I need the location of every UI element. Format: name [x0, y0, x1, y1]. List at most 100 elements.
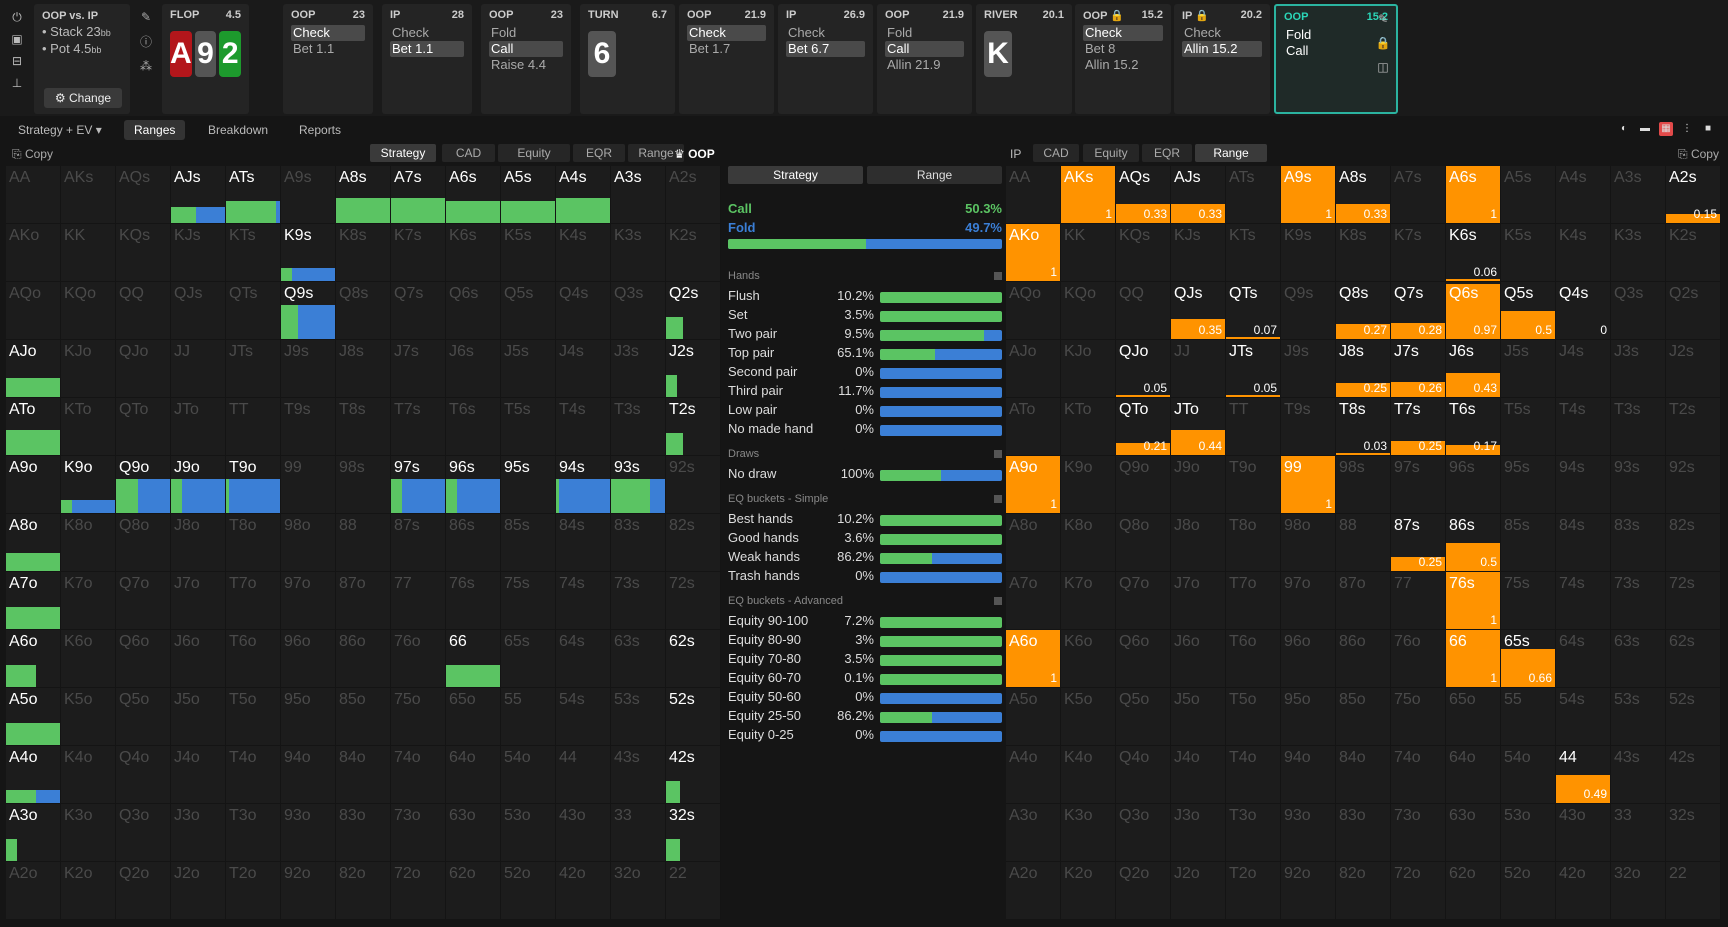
hand-cell-J9s[interactable]: J9s [281, 340, 336, 398]
ip-hand-cell-J9o[interactable]: J9o [1171, 456, 1226, 514]
hand-cell-42s[interactable]: 42s [666, 746, 721, 804]
power-icon[interactable]: ⏻ [12, 10, 22, 24]
ip-hand-cell-AA[interactable]: AA [1006, 166, 1061, 224]
copy-left[interactable]: ⎘ Copy [12, 147, 53, 161]
hand-cell-J4s[interactable]: J4s [556, 340, 611, 398]
ip-hand-cell-ATs[interactable]: ATs [1226, 166, 1281, 224]
info-icon[interactable]: ⓘ [139, 35, 152, 49]
hand-cell-94s[interactable]: 94s [556, 456, 611, 514]
hand-cell-K8s[interactable]: K8s [336, 224, 391, 282]
ip-hand-cell-43o[interactable]: 43o [1556, 804, 1611, 862]
ip-hand-cell-64s[interactable]: 64s [1556, 630, 1611, 688]
collapse-toggle[interactable] [994, 597, 1002, 605]
hand-cell-Q8o[interactable]: Q8o [116, 514, 171, 572]
hand-cell-93s[interactable]: 93s [611, 456, 666, 514]
pencil-icon[interactable]: ✎ [140, 10, 152, 24]
align-icon[interactable]: ⊥ [11, 76, 23, 90]
ip-hand-cell-54o[interactable]: 54o [1501, 746, 1556, 804]
action-check[interactable]: Check [291, 25, 365, 41]
ip-hand-cell-A2o[interactable]: A2o [1006, 862, 1061, 920]
change-button[interactable]: ⚙ Change [44, 88, 122, 108]
hand-cell-J5o[interactable]: J5o [171, 688, 226, 746]
hand-cell-92s[interactable]: 92s [666, 456, 721, 514]
ip-hand-cell-32s[interactable]: 32s [1666, 804, 1721, 862]
hand-cell-A2s[interactable]: A2s [666, 166, 721, 224]
hand-cell-73s[interactable]: 73s [611, 572, 666, 630]
hand-cell-J6o[interactable]: J6o [171, 630, 226, 688]
hand-cell-A9s[interactable]: A9s [281, 166, 336, 224]
right-tab-cad[interactable]: CAD [1033, 144, 1079, 162]
hand-cell-44[interactable]: 44 [556, 746, 611, 804]
hand-cell-A4s[interactable]: A4s [556, 166, 611, 224]
hand-cell-87s[interactable]: 87s [391, 514, 446, 572]
hand-cell-32o[interactable]: 32o [611, 862, 666, 920]
ip-hand-cell-QTs[interactable]: QTs 0.07 [1226, 282, 1281, 340]
hand-cell-T7s[interactable]: T7s [391, 398, 446, 456]
gamepad-icon[interactable]: ⊟ [11, 54, 23, 68]
hand-cell-J2o[interactable]: J2o [171, 862, 226, 920]
save-icon[interactable]: ▣ [11, 32, 23, 46]
action-fold[interactable]: Fold [887, 25, 913, 40]
hand-cell-54o[interactable]: 54o [501, 746, 556, 804]
ip-hand-cell-75o[interactable]: 75o [1391, 688, 1446, 746]
hand-cell-86s[interactable]: 86s [446, 514, 501, 572]
action-fold[interactable]: Fold [1286, 27, 1312, 42]
hand-cell-A8o[interactable]: A8o [6, 514, 61, 572]
hand-cell-T4o[interactable]: T4o [226, 746, 281, 804]
hand-cell-A5o[interactable]: A5o [6, 688, 61, 746]
ip-hand-cell-J2s[interactable]: J2s [1666, 340, 1721, 398]
collapse-toggle[interactable] [994, 495, 1002, 503]
ip-hand-cell-T9o[interactable]: T9o [1226, 456, 1281, 514]
hand-cell-J3o[interactable]: J3o [171, 804, 226, 862]
mode-select[interactable]: Strategy + EV ▾ [18, 123, 102, 137]
hand-cell-53o[interactable]: 53o [501, 804, 556, 862]
hand-cell-AKs[interactable]: AKs [61, 166, 116, 224]
hand-cell-JTo[interactable]: JTo [171, 398, 226, 456]
ip-hand-cell-43s[interactable]: 43s [1611, 746, 1666, 804]
ip-hand-cell-76o[interactable]: 76o [1391, 630, 1446, 688]
hand-cell-J6s[interactable]: J6s [446, 340, 501, 398]
hand-cell-A6o[interactable]: A6o [6, 630, 61, 688]
hand-cell-73o[interactable]: 73o [391, 804, 446, 862]
ip-hand-cell-A9s[interactable]: A9s 1 [1281, 166, 1336, 224]
node-oop-9[interactable]: OOP 🔒 15.2 Check Bet 8 Allin 15.2 [1075, 4, 1171, 114]
node-ip-6[interactable]: IP 26.9 Check Bet 6.7 [778, 4, 873, 114]
ip-hand-cell-ATo[interactable]: ATo [1006, 398, 1061, 456]
action-bet-1-7[interactable]: Bet 1.7 [689, 41, 731, 56]
ip-hand-cell-84o[interactable]: 84o [1336, 746, 1391, 804]
hand-cell-88[interactable]: 88 [336, 514, 391, 572]
hand-cell-63s[interactable]: 63s [611, 630, 666, 688]
ip-hand-cell-T5o[interactable]: T5o [1226, 688, 1281, 746]
ip-hand-cell-92o[interactable]: 92o [1281, 862, 1336, 920]
ip-hand-cell-T9s[interactable]: T9s [1281, 398, 1336, 456]
ip-hand-cell-J2o[interactable]: J2o [1171, 862, 1226, 920]
hand-cell-A7o[interactable]: A7o [6, 572, 61, 630]
hand-cell-Q5o[interactable]: Q5o [116, 688, 171, 746]
ip-hand-cell-T2o[interactable]: T2o [1226, 862, 1281, 920]
ip-hand-cell-KJs[interactable]: KJs [1171, 224, 1226, 282]
hand-cell-K3s[interactable]: K3s [611, 224, 666, 282]
ip-hand-cell-Q9s[interactable]: Q9s [1281, 282, 1336, 340]
hand-cell-A7s[interactable]: A7s [391, 166, 446, 224]
ip-hand-cell-52o[interactable]: 52o [1501, 862, 1556, 920]
action-check[interactable]: Check [687, 25, 766, 41]
ip-hand-cell-AQo[interactable]: AQo [1006, 282, 1061, 340]
hand-cell-85s[interactable]: 85s [501, 514, 556, 572]
ip-hand-cell-TT[interactable]: TT [1226, 398, 1281, 456]
ip-hand-cell-A2s[interactable]: A2s 0.15 [1666, 166, 1721, 224]
ip-hand-cell-T4s[interactable]: T4s [1556, 398, 1611, 456]
ip-hand-cell-QJo[interactable]: QJo 0.05 [1116, 340, 1171, 398]
ip-hand-cell-32o[interactable]: 32o [1611, 862, 1666, 920]
hand-cell-QJs[interactable]: QJs [171, 282, 226, 340]
hand-cell-85o[interactable]: 85o [336, 688, 391, 746]
ip-hand-cell-K7o[interactable]: K7o [1061, 572, 1116, 630]
hand-cell-Q9s[interactable]: Q9s [281, 282, 336, 340]
ip-hand-cell-JTo[interactable]: JTo 0.44 [1171, 398, 1226, 456]
action-call[interactable]: Call [489, 41, 563, 57]
panel-range-button[interactable]: Range [867, 166, 1002, 184]
hand-cell-A5s[interactable]: A5s [501, 166, 556, 224]
hand-cell-98s[interactable]: 98s [336, 456, 391, 514]
ip-hand-cell-96o[interactable]: 96o [1281, 630, 1336, 688]
hand-cell-84s[interactable]: 84s [556, 514, 611, 572]
hand-cell-K4o[interactable]: K4o [61, 746, 116, 804]
